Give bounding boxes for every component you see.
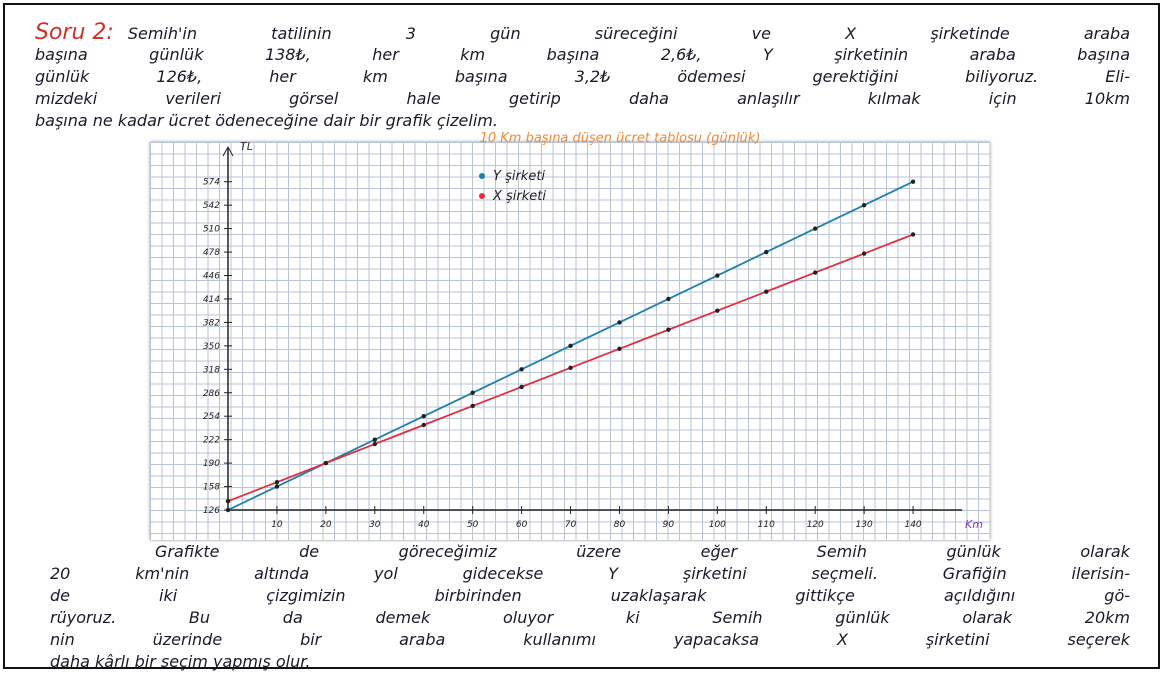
data-point (422, 414, 426, 418)
x-tick-label: 80 (614, 520, 626, 530)
data-point (422, 423, 426, 427)
data-point (519, 385, 523, 389)
conclusion-line: nin üzerinde bir araba kullanımı yapacak… (50, 629, 1130, 651)
y-tick-label: 510 (203, 225, 220, 235)
data-point (373, 437, 377, 441)
y-tick-label: 286 (203, 389, 220, 399)
y-tick-label: 190 (203, 459, 220, 469)
data-point (373, 442, 377, 446)
data-point (617, 347, 621, 351)
legend-label: X şirketi (492, 189, 546, 204)
conclusion-line: de iki çizgimizin birbirinden uzaklaşara… (50, 585, 1130, 607)
x-tick-label: 60 (516, 520, 528, 530)
x-tick-label: 90 (663, 520, 675, 530)
legend-marker (479, 173, 485, 179)
data-point (862, 251, 866, 255)
x-tick-label: 50 (467, 520, 479, 530)
y-tick-label: 222 (203, 436, 220, 446)
x-tick-label: 100 (709, 520, 726, 530)
conclusion-line: Grafikte de göreceğimiz üzere eğer Semih… (155, 541, 1130, 563)
x-tick-label: 140 (904, 520, 921, 530)
legend-label: Y şirketi (493, 169, 545, 184)
data-point (568, 366, 572, 370)
y-tick-label: 350 (203, 342, 220, 352)
y-tick-label: 414 (203, 295, 220, 305)
data-point (764, 250, 768, 254)
x-tick-label: 30 (369, 520, 381, 530)
data-point (715, 308, 719, 312)
legend-marker (479, 193, 485, 199)
x-tick-label: 40 (418, 520, 430, 530)
y-tick-label: 446 (203, 272, 220, 282)
y-axis-label: TL (240, 140, 253, 153)
conclusion-line: rüyoruz. Bu da demek oluyor ki Semih gün… (50, 607, 1130, 629)
data-point (764, 289, 768, 293)
data-point (813, 226, 817, 230)
y-tick-label: 318 (203, 365, 220, 375)
y-tick-label: 254 (203, 412, 220, 422)
conclusion-line: 20 km'nin altında yol gidecekse Y şirket… (50, 563, 1130, 585)
data-point (275, 484, 279, 488)
data-point (226, 499, 230, 503)
data-point (470, 391, 474, 395)
conclusion: Grafikte de göreceğimiz üzere eğer Semih… (50, 541, 1130, 673)
y-tick-label: 382 (203, 318, 220, 328)
x-tick-label: 70 (565, 520, 577, 530)
data-point (324, 461, 328, 465)
x-tick-label: 20 (320, 520, 332, 530)
data-point (862, 203, 866, 207)
page: {"question": {"label": "Soru 2:", "lines… (0, 0, 1168, 672)
data-point (813, 270, 817, 274)
y-tick-label: 542 (203, 201, 220, 211)
data-point (715, 273, 719, 277)
data-point (568, 344, 572, 348)
y-tick-label: 158 (203, 483, 220, 493)
data-point (226, 508, 230, 512)
data-point (666, 297, 670, 301)
chart-title: 10 Km başına düşen ücret tablosu (günlük… (480, 131, 761, 146)
x-tick-label: 130 (856, 520, 873, 530)
data-point (911, 232, 915, 236)
y-tick-label: 478 (203, 248, 220, 258)
data-point (617, 320, 621, 324)
data-point (519, 367, 523, 371)
conclusion-line: daha kârlı bir seçim yapmış olur. (50, 651, 1130, 673)
y-tick-label: 574 (203, 178, 220, 188)
x-axis-label: Km (965, 518, 983, 531)
x-tick-label: 10 (271, 520, 283, 530)
x-tick-label: 120 (807, 520, 824, 530)
data-point (275, 480, 279, 484)
data-point (666, 328, 670, 332)
data-point (911, 180, 915, 184)
x-tick-label: 110 (758, 520, 775, 530)
data-point (470, 404, 474, 408)
y-tick-label: 126 (203, 506, 220, 516)
